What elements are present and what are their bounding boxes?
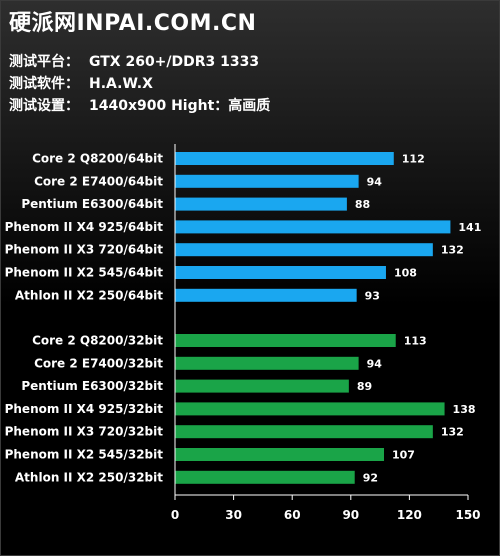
x-tick-label: 120 xyxy=(397,508,422,522)
info-software-value: H.A.W.X xyxy=(89,76,153,92)
category-label: Athlon II X2 250/64bit xyxy=(15,288,163,302)
bar xyxy=(175,197,347,211)
bar-value-label: 94 xyxy=(367,357,383,370)
bar-value-label: 132 xyxy=(441,426,464,439)
x-tick-label: 60 xyxy=(284,508,301,522)
page-title: 硬派网INPAI.COM.CN xyxy=(9,11,257,36)
bar xyxy=(175,402,445,416)
bar-value-label: 89 xyxy=(357,380,372,393)
category-label: Phenom II X2 545/64bit xyxy=(5,266,164,280)
bar xyxy=(175,379,349,393)
bar xyxy=(175,174,359,188)
info-platform-value: GTX 260+/DDR3 1333 xyxy=(89,54,260,70)
category-label: Pentium E6300/32bit xyxy=(21,379,163,393)
bar xyxy=(175,243,433,257)
bar xyxy=(175,334,396,347)
info-settings-value: 1440x900 Hight：高画质 xyxy=(89,98,271,114)
category-label: Pentium E6300/64bit xyxy=(21,197,163,211)
bar xyxy=(175,470,355,484)
bar xyxy=(175,356,359,370)
bar-value-label: 107 xyxy=(392,449,415,462)
info-software-label: 测试软件： xyxy=(9,76,79,92)
info-platform: 测试平台： GTX 260+/DDR3 1333 xyxy=(9,51,259,71)
info-settings: 测试设置： 1440x900 Hight：高画质 xyxy=(9,95,270,115)
category-label: Core 2 E7400/32bit xyxy=(34,356,163,370)
category-label: Phenom II X3 720/64bit xyxy=(5,243,164,257)
category-label: Athlon II X2 250/32bit xyxy=(15,470,163,484)
bar-value-label: 94 xyxy=(367,175,383,188)
info-software: 测试软件： H.A.W.X xyxy=(9,73,153,93)
category-label: Phenom II X4 925/64bit xyxy=(5,220,164,234)
x-tick-label: 30 xyxy=(225,508,242,522)
bar-value-label: 112 xyxy=(402,153,425,166)
x-tick-label: 90 xyxy=(342,508,359,522)
bar xyxy=(175,266,386,279)
bar-value-label: 108 xyxy=(394,267,417,280)
bar-value-label: 138 xyxy=(453,403,476,416)
bar xyxy=(175,425,433,439)
bar-value-label: 113 xyxy=(404,335,427,348)
info-platform-label: 测试平台： xyxy=(9,54,79,70)
category-label: Phenom II X3 720/32bit xyxy=(5,425,164,439)
bar-value-label: 132 xyxy=(441,244,464,257)
category-label: Core 2 Q8200/32bit xyxy=(32,334,163,348)
bar xyxy=(175,152,394,165)
info-settings-label: 测试设置： xyxy=(9,98,79,114)
bar-value-label: 92 xyxy=(363,471,378,484)
bar xyxy=(175,220,451,234)
x-tick-label: 150 xyxy=(455,508,480,522)
bar-value-label: 141 xyxy=(458,221,481,234)
category-label: Phenom II X4 925/32bit xyxy=(5,402,164,416)
bar xyxy=(175,288,357,302)
bar-value-label: 88 xyxy=(355,198,370,211)
category-label: Core 2 Q8200/64bit xyxy=(32,152,163,166)
category-label: Core 2 E7400/64bit xyxy=(34,174,163,188)
bar-value-label: 93 xyxy=(365,289,380,302)
x-tick-label: 0 xyxy=(171,508,179,522)
bar xyxy=(175,448,385,461)
category-label: Phenom II X2 545/32bit xyxy=(5,448,164,462)
